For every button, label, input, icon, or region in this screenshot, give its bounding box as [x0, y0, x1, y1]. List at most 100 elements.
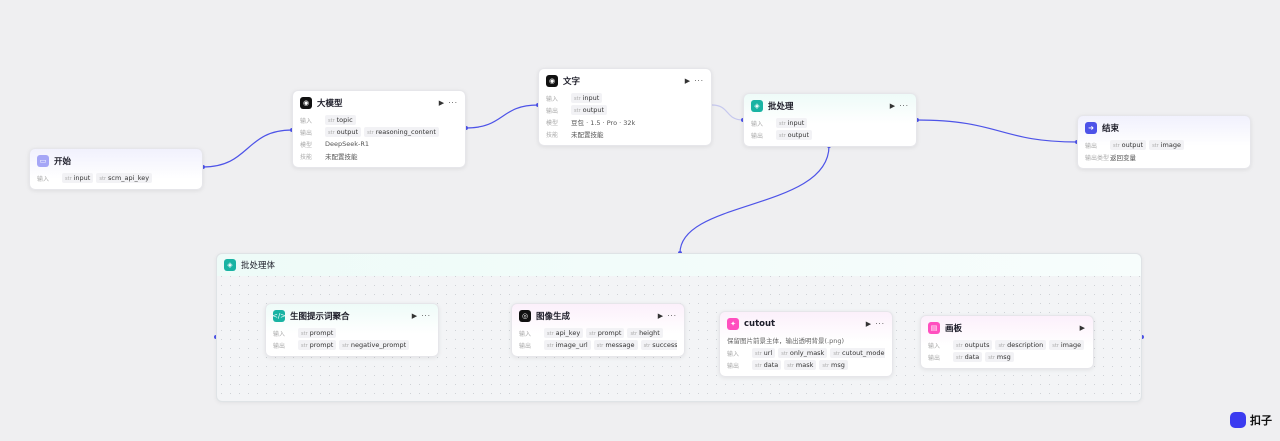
variable-name: prompt — [309, 329, 334, 337]
variable-tag: str output — [571, 105, 608, 115]
row-label: 输出 — [928, 354, 941, 362]
variable-name: url — [763, 349, 773, 357]
type-icon: str — [956, 343, 963, 349]
row-value: 豆包 · 1.5 · Pro · 32k — [571, 119, 636, 127]
run-icon[interactable]: ▶ — [657, 312, 668, 320]
node-row: 输出 str prompt str negative_prompt — [273, 339, 431, 351]
row-label: 输入 — [37, 175, 50, 183]
node-row: 输出类型 返回变量 — [1085, 151, 1243, 163]
more-icon[interactable]: ··· — [421, 312, 431, 320]
more-icon[interactable]: ··· — [448, 99, 458, 107]
run-icon[interactable]: ▶ — [411, 312, 422, 320]
type-icon: str — [787, 363, 794, 369]
node-text[interactable]: ◉ 文字 ▶ ··· 输入 str input 输出 str output 模型 豆包 · 1.5 … — [538, 68, 712, 146]
node-row: 输入 str prompt — [273, 327, 431, 339]
row-value: DeepSeek-R1 — [325, 140, 370, 148]
row-label: 输出 — [273, 342, 286, 350]
more-icon[interactable]: ··· — [694, 77, 704, 85]
variable-tag: str input — [776, 118, 808, 128]
more-icon[interactable]: ··· — [899, 102, 909, 110]
variable-tag: str outputs — [953, 340, 993, 350]
edge — [916, 119, 1078, 143]
variable-tag: str image — [1149, 140, 1184, 150]
type-icon: str — [328, 118, 335, 124]
node-header: ▤ 画板 ▶ — [928, 321, 1086, 335]
variable-name: image — [1060, 341, 1082, 349]
variable-name: data — [964, 353, 980, 361]
node-sub1[interactable]: </> 生图提示词聚合 ▶ ··· 输入 str prompt 输出 str prompt str… — [265, 303, 439, 357]
type-icon: str — [574, 96, 581, 102]
variable-name: input — [787, 119, 805, 127]
brand-name: 扣子 — [1250, 414, 1272, 427]
node-row: 输出 str image_url str message str success — [519, 339, 677, 351]
node-batch[interactable]: ◈ 批处理 ▶ ··· 输入 str input 输出 str output — [743, 93, 917, 147]
node-end[interactable]: ➜ 结束 输出 str output str image 输出类型 返回变量 — [1077, 115, 1251, 169]
node-actions: ▶ ··· — [658, 312, 677, 320]
node-actions: ▶ ··· — [412, 312, 431, 320]
more-icon[interactable]: ··· — [875, 320, 885, 328]
run-icon[interactable]: ▶ — [865, 320, 876, 328]
type-icon: str — [630, 331, 638, 337]
variable-tag: str input — [571, 93, 603, 103]
node-title: 批处理 — [768, 102, 794, 112]
row-label: 模型 — [546, 119, 559, 127]
node-sub3[interactable]: ✦ cutout ▶ ··· 保留图片前景主体，输出透明背景(.png) 输入 str ur… — [719, 311, 893, 377]
node-llm[interactable]: ◉ 大模型 ▶ ··· 输入 str topic 输出 str output str reasoni… — [292, 90, 466, 168]
image-gen-icon: ◎ — [519, 310, 531, 322]
type-icon: str — [1113, 143, 1120, 149]
type-icon: str — [342, 343, 349, 349]
variable-name: input — [582, 94, 600, 102]
run-icon[interactable]: ▶ — [889, 102, 900, 110]
coze-logo-icon — [1230, 412, 1246, 428]
variable-name: mask — [795, 361, 814, 369]
variable-name: negative_prompt — [350, 341, 407, 349]
variable-name: msg — [996, 353, 1011, 361]
node-row: 模型 豆包 · 1.5 · Pro · 32k — [546, 116, 704, 128]
variable-name: outputs — [964, 341, 990, 349]
variable-tag: str reasoning_content — [364, 127, 439, 137]
node-title: 图像生成 — [536, 312, 571, 322]
variable-tag: str image_url — [544, 340, 591, 350]
more-icon[interactable]: ··· — [667, 312, 677, 320]
row-label: 输出 — [519, 342, 532, 350]
node-title: 文字 — [563, 77, 581, 87]
node-row: 输出 str data str msg — [928, 351, 1086, 363]
type-icon: str — [301, 331, 308, 337]
variable-tag: str output — [776, 130, 813, 140]
variable-tag: str topic — [325, 115, 356, 125]
variable-tag: str success — [640, 340, 677, 350]
row-label: 技能 — [300, 153, 313, 161]
variable-name: cutout_mode — [841, 349, 885, 357]
variable-tag: str api_key — [544, 328, 584, 338]
variable-tag: str msg — [985, 352, 1014, 362]
node-title: 生图提示词聚合 — [290, 312, 350, 322]
node-actions: ▶ ··· — [685, 77, 704, 85]
row-label: 输出 — [727, 362, 740, 370]
variable-name: prompt — [597, 329, 622, 337]
node-title: 结束 — [1102, 124, 1120, 134]
variable-name: output — [1121, 141, 1144, 149]
run-icon[interactable]: ▶ — [438, 99, 449, 107]
node-row: 输入 str topic — [300, 114, 458, 126]
variable-tag: str message — [593, 340, 638, 350]
run-icon[interactable]: ▶ — [1079, 324, 1086, 332]
node-description: 保留图片前景主体，输出透明背景(.png) — [727, 337, 845, 345]
row-value: 返回变量 — [1110, 154, 1136, 162]
node-start[interactable]: ▭ 开始 输入 str input str scm_api_key — [29, 148, 203, 190]
variable-tag: str data — [953, 352, 983, 362]
canvas-icon: ▤ — [928, 322, 940, 334]
start-icon: ▭ — [37, 155, 49, 167]
run-icon[interactable]: ▶ — [684, 77, 695, 85]
variable-tag: str output — [325, 127, 362, 137]
node-header: ✦ cutout ▶ ··· — [727, 317, 885, 331]
variable-name: image_url — [555, 341, 588, 349]
node-actions: ▶ — [1080, 324, 1086, 332]
node-row: 输入 str url str only_mask str cutout_mode — [727, 347, 885, 359]
variable-tag: str cutout_mode — [830, 348, 885, 358]
row-label: 输出类型 — [1085, 154, 1110, 162]
node-row: 输出 str data str mask str msg — [727, 359, 885, 371]
llm-icon: ◉ — [546, 75, 558, 87]
node-sub2[interactable]: ◎ 图像生成 ▶ ··· 输入 str api_key str prompt str height… — [511, 303, 685, 357]
node-sub4[interactable]: ▤画板▶ 输入stroutputsstrdescriptionstrimages… — [920, 315, 1094, 369]
